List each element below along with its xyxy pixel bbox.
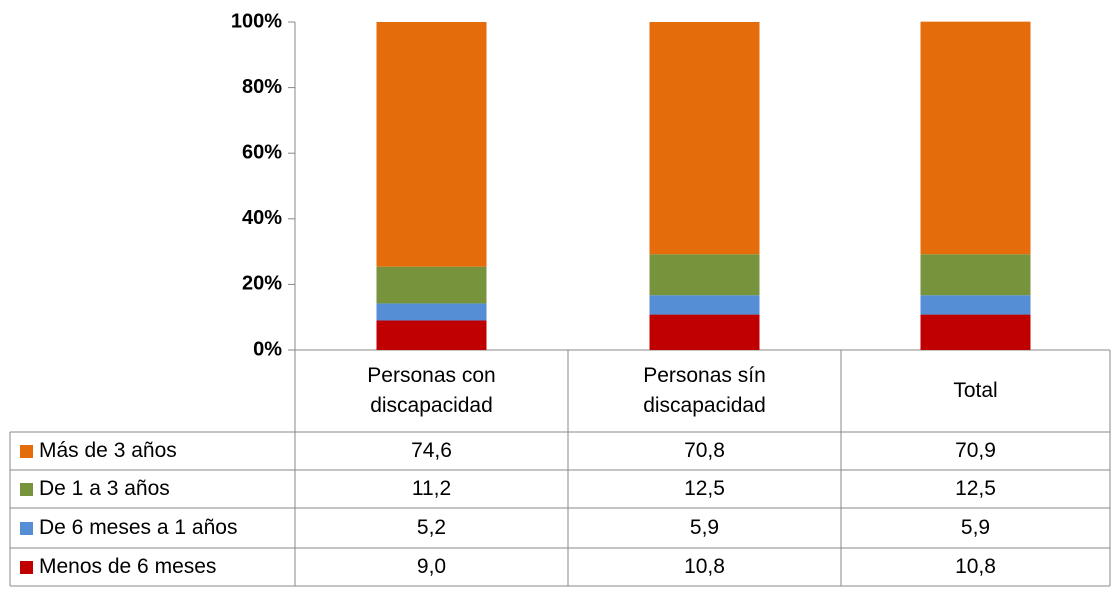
table-value: 5,9: [960, 516, 991, 539]
legend-label: Menos de 6 meses: [39, 555, 217, 578]
bar-segment: [920, 254, 1031, 296]
table-value: 5,2: [416, 516, 447, 539]
legend-entry: De 6 meses a 1 años: [10, 508, 295, 548]
bar-segment: [376, 22, 487, 267]
y-tick-label: 20%: [242, 273, 282, 295]
table-value: 70,8: [684, 439, 725, 462]
table-lines: [9, 22, 1111, 587]
legend-swatch: [20, 482, 33, 496]
legend-label: Más de 3 años: [39, 439, 177, 462]
legend-entry: De 1 a 3 años: [10, 470, 295, 508]
table-value: 12,5: [684, 477, 725, 500]
legend-entry: Más de 3 años: [10, 432, 295, 470]
bar-segment: [376, 266, 487, 304]
y-tick-label: 0%: [253, 338, 282, 360]
table-value: 74,6: [411, 439, 452, 462]
legend-swatch: [20, 560, 33, 574]
bar-segment: [376, 303, 487, 321]
table-value: 11,2: [411, 477, 452, 500]
bar-segment: [920, 295, 1031, 315]
table-value: 5,9: [689, 516, 720, 539]
bar-segment: [649, 254, 760, 296]
table-value: 70,9: [955, 439, 996, 462]
table-value: 12,5: [955, 477, 996, 500]
bar-segment: [920, 21, 1031, 255]
legend-label: De 6 meses a 1 años: [39, 516, 238, 539]
y-tick-label: 60%: [242, 141, 282, 163]
bar-segment: [649, 314, 760, 350]
bar-segment: [649, 295, 760, 315]
y-tick-label: 40%: [242, 207, 282, 229]
legend-swatch: [20, 521, 33, 535]
category-header: Total: [953, 379, 998, 402]
bar-segment: [376, 320, 487, 350]
legend-label: De 1 a 3 años: [39, 477, 170, 500]
legend-swatch: [20, 444, 33, 458]
category-header: Personas con discapacidad: [367, 364, 496, 417]
bar-segment: [920, 314, 1031, 350]
category-header: Personas sín discapacidad: [643, 364, 766, 417]
bar-segment: [649, 22, 760, 255]
table-value: 10,8: [955, 555, 996, 578]
y-tick-label: 100%: [231, 10, 282, 32]
table-value: 9,0: [416, 555, 447, 578]
y-tick-label: 80%: [242, 76, 282, 98]
legend-entry: Menos de 6 meses: [10, 548, 295, 586]
table-value: 10,8: [684, 555, 725, 578]
